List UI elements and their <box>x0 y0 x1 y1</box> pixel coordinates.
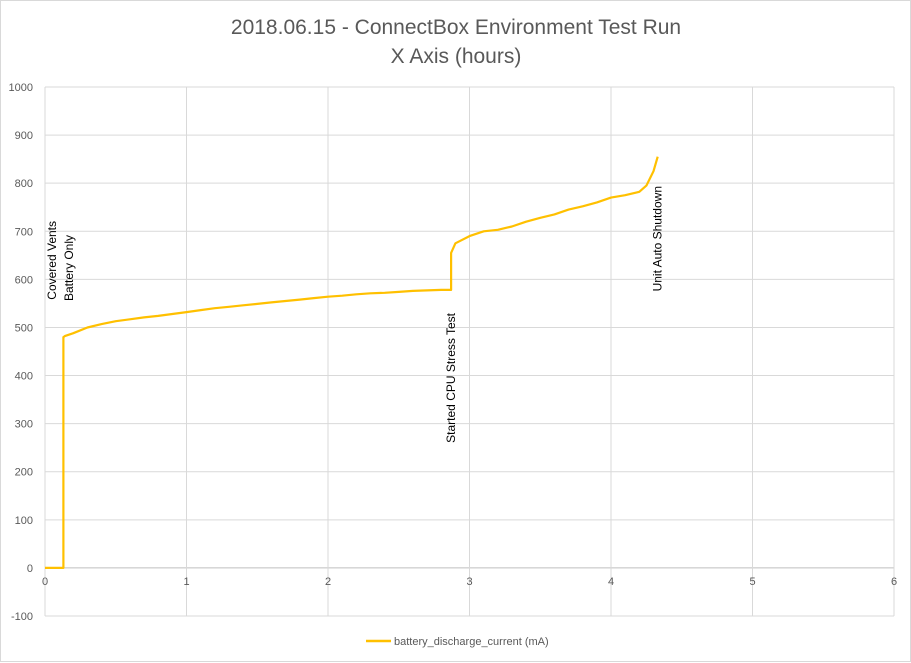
y-axis-ticks: -100 0 100 200 300 400 500 600 700 800 900 1000 <box>9 82 33 623</box>
x-tick-label: 0 <box>42 576 48 588</box>
x-tick-label: 4 <box>608 576 614 588</box>
chart-title: 2018.06.15 - ConnectBox Environment Test… <box>231 16 681 39</box>
y-tick-label: 100 <box>15 515 33 527</box>
y-tick-label: 900 <box>15 130 33 142</box>
x-tick-label: 6 <box>891 576 897 588</box>
series-line <box>45 156 659 570</box>
y-tick-label: 700 <box>15 226 33 238</box>
annotation-label: Battery Only <box>62 235 76 301</box>
x-tick-label: 1 <box>183 576 189 588</box>
x-axis-ticks: 0 1 2 3 4 5 6 <box>42 576 897 588</box>
annotations: Covered Vents Battery Only Started CPU Str… <box>45 186 665 443</box>
chart-subtitle: X Axis (hours) <box>391 45 522 68</box>
y-tick-label: 600 <box>15 274 33 286</box>
y-tick-label: 200 <box>15 467 33 479</box>
legend-label: battery_discharge_current (mA) <box>394 636 549 648</box>
annotation-label: Started CPU Stress Test <box>444 312 458 442</box>
x-tick-label: 3 <box>466 576 472 588</box>
y-tick-label: 800 <box>15 178 33 190</box>
series-layer <box>45 156 659 570</box>
y-tick-label: 500 <box>15 322 33 334</box>
y-tick-label: 1000 <box>9 82 33 94</box>
annotation-label: Unit Auto Shutdown <box>651 186 665 291</box>
y-tick-label: 0 <box>27 563 33 575</box>
y-tick-label: 400 <box>15 371 33 383</box>
x-tick-label: 5 <box>749 576 755 588</box>
x-tick-label: 2 <box>325 576 331 588</box>
gridlines <box>44 86 895 617</box>
annotation-label: Covered Vents <box>45 221 59 300</box>
y-tick-label: -100 <box>11 611 33 623</box>
legend: battery_discharge_current (mA) <box>366 636 549 648</box>
y-tick-label: 300 <box>15 419 33 431</box>
